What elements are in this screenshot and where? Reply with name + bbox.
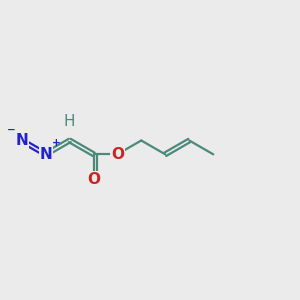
- Text: H: H: [64, 114, 76, 129]
- Text: N: N: [39, 147, 52, 162]
- Text: −: −: [7, 124, 16, 134]
- Text: +: +: [52, 138, 61, 148]
- Text: O: O: [87, 172, 100, 187]
- Text: N: N: [15, 133, 28, 148]
- Text: O: O: [111, 147, 124, 162]
